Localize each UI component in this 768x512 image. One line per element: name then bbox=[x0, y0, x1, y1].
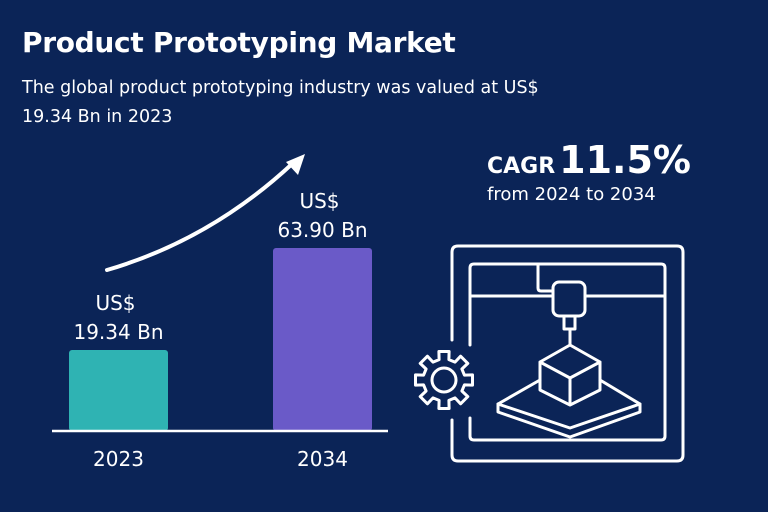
x-tick-label: 2034 bbox=[297, 447, 348, 471]
cagr-value: 11.5% bbox=[559, 138, 692, 182]
3d-printer-icon bbox=[450, 244, 685, 463]
data-label: 19.34 Bn bbox=[73, 320, 163, 344]
subtitle: The global product prototyping industry … bbox=[22, 78, 539, 127]
data-label: US$ bbox=[299, 189, 339, 213]
growth-arrow-icon bbox=[105, 154, 305, 272]
x-tick-label: 2023 bbox=[93, 447, 144, 471]
bar-2023 bbox=[69, 350, 168, 431]
data-label: US$ bbox=[95, 291, 135, 315]
bar-2034 bbox=[273, 248, 372, 431]
cagr-block: CAGR 11.5% bbox=[487, 138, 691, 182]
cagr-period: from 2024 to 2034 bbox=[487, 184, 656, 205]
page-title: Product Prototyping Market bbox=[22, 26, 456, 59]
cagr-label: CAGR bbox=[487, 154, 556, 179]
data-label: 63.90 Bn bbox=[277, 218, 367, 242]
gear-icon bbox=[414, 350, 474, 410]
